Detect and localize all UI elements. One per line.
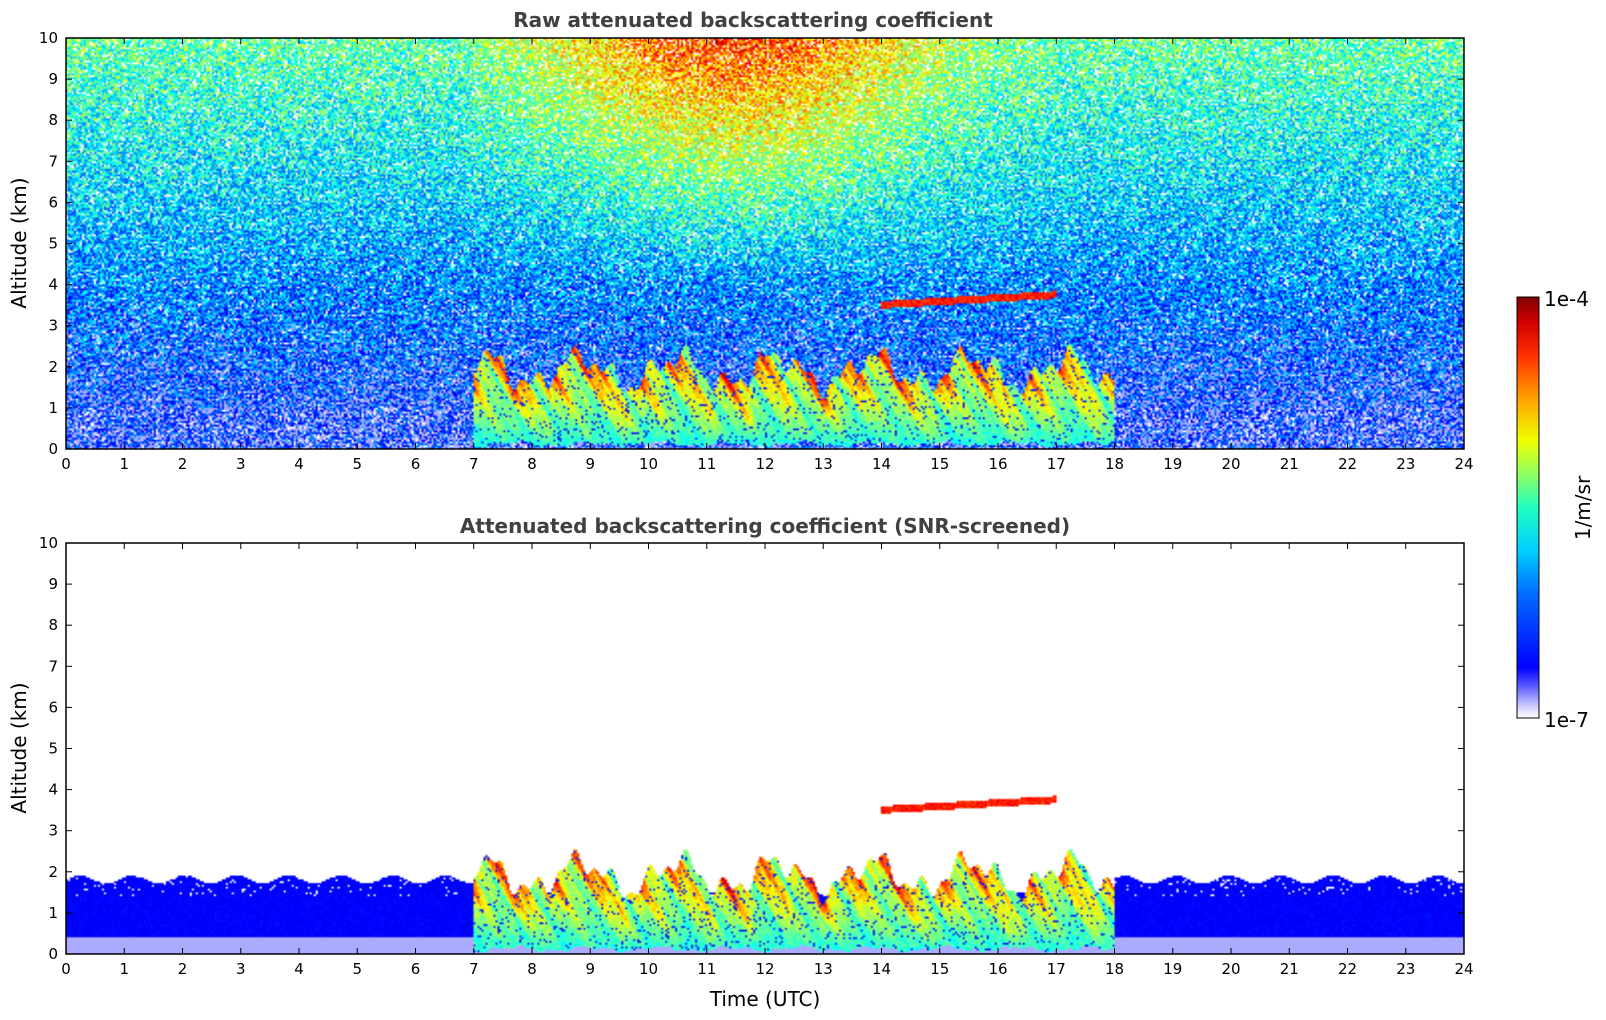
x-tick-label: 12 [755, 960, 774, 978]
x-tick-label: 5 [352, 455, 362, 473]
y-tick-label: 8 [48, 111, 58, 129]
x-tick-label: 22 [1338, 455, 1357, 473]
x-tick-label: 5 [352, 960, 362, 978]
x-tick-label: 20 [1221, 455, 1240, 473]
x-tick-label: 12 [755, 455, 774, 473]
x-tick-label: 19 [1163, 455, 1182, 473]
colorbar-max-label: 1e-4 [1544, 287, 1589, 311]
x-tick-label: 2 [178, 455, 188, 473]
x-tick-label: 3 [236, 960, 246, 978]
x-tick-label: 23 [1396, 455, 1415, 473]
x-tick-label: 23 [1396, 960, 1415, 978]
y-tick-label: 9 [48, 575, 58, 593]
x-tick-label: 24 [1454, 960, 1473, 978]
panel-screened-ylabel: Altitude (km) [7, 682, 31, 813]
panel-raw-heatmap [66, 38, 1464, 449]
colorbar-min-label: 1e-7 [1544, 708, 1589, 732]
x-tick-label: 16 [988, 960, 1007, 978]
colorbar-unit-label: 1/m/sr [1571, 475, 1595, 540]
x-tick-label: 8 [527, 960, 537, 978]
y-tick-label: 1 [48, 904, 58, 922]
y-tick-label: 4 [48, 781, 58, 799]
y-tick-label: 8 [48, 616, 58, 634]
x-tick-label: 13 [814, 455, 833, 473]
y-tick-label: 4 [48, 276, 58, 294]
y-tick-label: 3 [48, 822, 58, 840]
x-tick-label: 17 [1047, 455, 1066, 473]
panel-screened-xlabel: Time (UTC) [709, 987, 821, 1011]
x-tick-label: 22 [1338, 960, 1357, 978]
x-tick-label: 7 [469, 455, 479, 473]
y-tick-label: 6 [48, 193, 58, 211]
x-tick-label: 13 [814, 960, 833, 978]
x-tick-label: 16 [988, 455, 1007, 473]
panel-screened-x-ticks: 0 1 2 3 4 5 6 7 8 9 10 11 12 13 14 15 16 17 18 19 20 21 22 23 24 [61, 543, 1474, 978]
panel-screened-heatmap [66, 543, 1464, 954]
x-tick-label: 24 [1454, 455, 1473, 473]
panel-raw-x-ticks: 0 1 2 3 4 5 6 7 8 9 10 11 12 13 14 15 16 17 18 19 20 21 22 23 24 [61, 38, 1474, 473]
y-tick-label: 2 [48, 863, 58, 881]
x-tick-label: 6 [411, 960, 421, 978]
x-tick-label: 20 [1221, 960, 1240, 978]
panel-raw-title: Raw attenuated backscattering coefficien… [513, 8, 993, 32]
y-tick-label: 2 [48, 358, 58, 376]
x-tick-label: 4 [294, 455, 304, 473]
panel-raw-ylabel: Altitude (km) [7, 177, 31, 308]
x-tick-label: 7 [469, 960, 479, 978]
y-tick-label: 0 [48, 945, 58, 963]
x-tick-label: 8 [527, 455, 537, 473]
x-tick-label: 11 [697, 960, 716, 978]
x-tick-label: 14 [872, 960, 891, 978]
x-tick-label: 0 [61, 455, 71, 473]
x-tick-label: 18 [1105, 455, 1124, 473]
y-tick-label: 9 [48, 70, 58, 88]
x-tick-label: 3 [236, 455, 246, 473]
x-tick-label: 21 [1280, 455, 1299, 473]
y-tick-label: 5 [48, 740, 58, 758]
colorbar-gradient [1516, 296, 1540, 719]
colorbar: 1e-4 1e-7 1/m/sr [1516, 287, 1595, 732]
y-tick-label: 0 [48, 440, 58, 458]
x-tick-label: 6 [411, 455, 421, 473]
x-tick-label: 10 [639, 960, 658, 978]
x-tick-label: 9 [585, 960, 595, 978]
x-tick-label: 14 [872, 455, 891, 473]
panel-screened: Attenuated backscattering coefficient (S… [7, 514, 1474, 1011]
y-tick-label: 5 [48, 235, 58, 253]
x-tick-label: 15 [930, 960, 949, 978]
y-tick-label: 6 [48, 698, 58, 716]
x-tick-label: 1 [119, 960, 129, 978]
panel-raw: Raw attenuated backscattering coefficien… [7, 8, 1474, 473]
x-tick-label: 9 [585, 455, 595, 473]
x-tick-label: 4 [294, 960, 304, 978]
y-tick-label: 7 [48, 152, 58, 170]
y-tick-label: 1 [48, 399, 58, 417]
x-tick-label: 17 [1047, 960, 1066, 978]
x-tick-label: 10 [639, 455, 658, 473]
x-tick-label: 18 [1105, 960, 1124, 978]
y-tick-label: 10 [39, 29, 58, 47]
x-tick-label: 1 [119, 455, 129, 473]
x-tick-label: 0 [61, 960, 71, 978]
x-tick-label: 21 [1280, 960, 1299, 978]
x-tick-label: 15 [930, 455, 949, 473]
x-tick-label: 2 [178, 960, 188, 978]
y-tick-label: 3 [48, 317, 58, 335]
x-tick-label: 19 [1163, 960, 1182, 978]
y-tick-label: 10 [39, 534, 58, 552]
panel-raw-y-ticks: 0 1 2 3 4 5 6 7 8 9 10 [39, 29, 1464, 458]
y-tick-label: 7 [48, 657, 58, 675]
panel-screened-y-ticks: 0 1 2 3 4 5 6 7 8 9 10 [39, 534, 1464, 963]
x-tick-label: 11 [697, 455, 716, 473]
panel-screened-title: Attenuated backscattering coefficient (S… [460, 514, 1070, 538]
